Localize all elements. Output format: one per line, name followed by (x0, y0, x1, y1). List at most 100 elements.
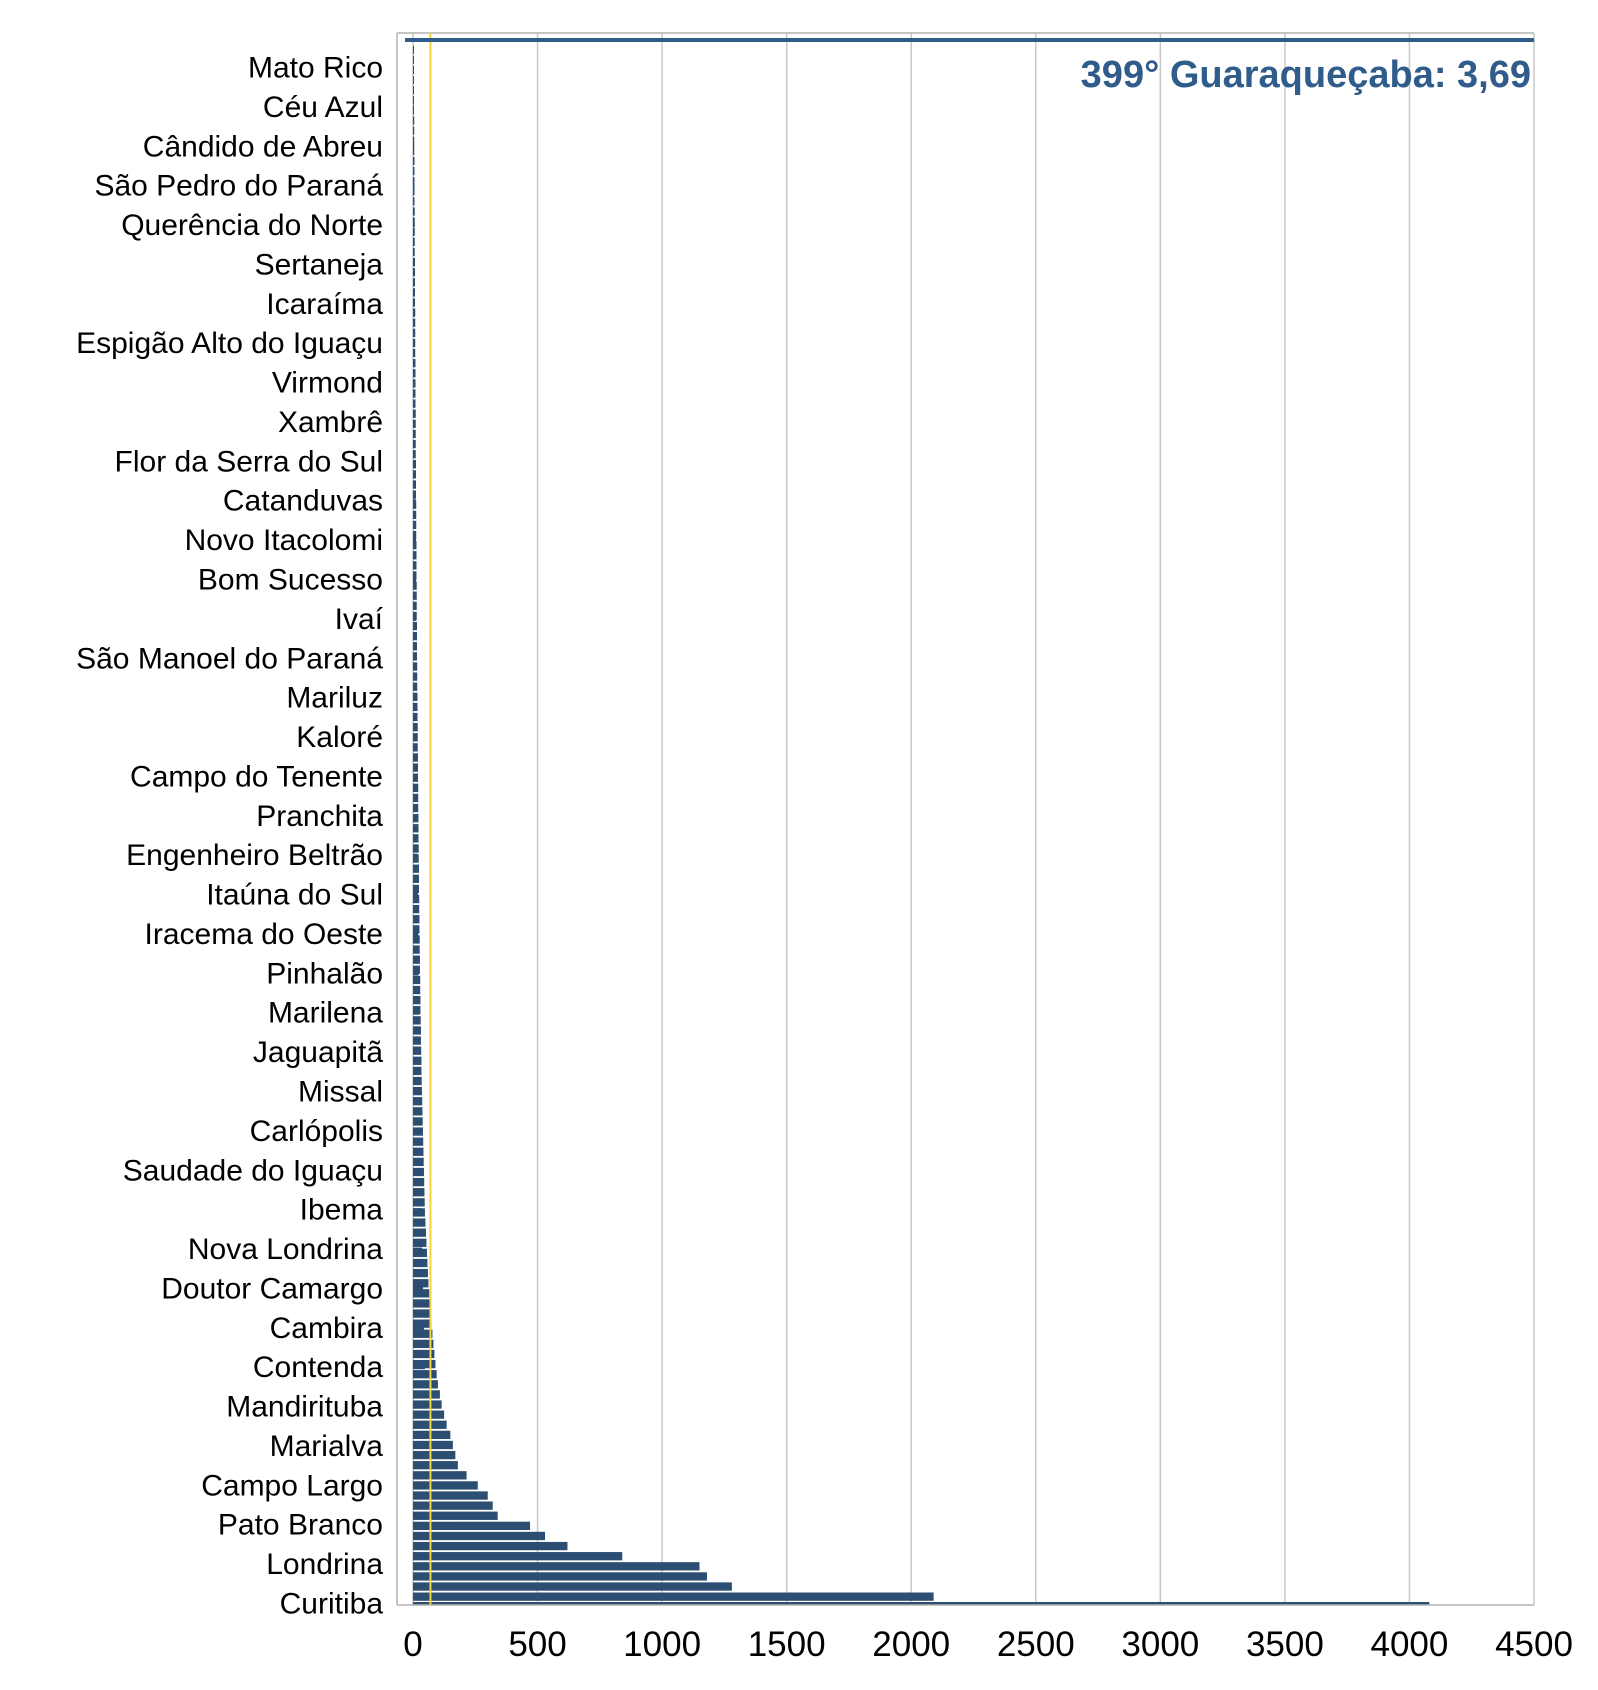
background-bar-132 (413, 1380, 438, 1389)
background-bar-41 (413, 460, 416, 469)
background-bar-150 (413, 1562, 700, 1571)
background-bar-40 (413, 450, 416, 459)
background-bar-51 (413, 561, 417, 570)
background-bar-122 (413, 1279, 429, 1288)
bar-7 (413, 341, 415, 346)
background-bar-147 (413, 1531, 546, 1541)
category-label-11: Catanduvas (223, 485, 383, 518)
bar-38 (413, 1562, 496, 1567)
background-bar-62 (413, 672, 418, 681)
background-bar-149 (413, 1552, 623, 1561)
category-label-33: Contenda (253, 1351, 383, 1384)
x-tick-label-9: 4500 (1495, 1625, 1573, 1664)
category-label-16: Mariluz (286, 682, 383, 715)
x-tick-label-0: 0 (403, 1625, 422, 1664)
category-labels: Mato Rico Céu Azul Cândido de Abreu São Ped… (76, 52, 384, 1621)
background-bar-109 (413, 1147, 424, 1156)
background-bar-5 (413, 96, 414, 105)
background-bar-74 (413, 793, 419, 803)
background-bar-82 (413, 874, 419, 883)
category-label-7: Espigão Alto do Iguaçu (76, 327, 383, 360)
background-bar-65 (413, 702, 418, 712)
background-bar-6 (413, 106, 414, 115)
background-bar-13 (413, 177, 415, 186)
category-label-34: Mandirituba (226, 1391, 383, 1424)
bar-3 (413, 184, 415, 188)
gridlines (412, 33, 1535, 1605)
background-bar-139 (413, 1450, 456, 1460)
background-bar-131 (413, 1370, 437, 1379)
bar-8 (413, 381, 416, 385)
category-label-29: Ibema (300, 1194, 384, 1227)
bar-18 (413, 774, 418, 779)
bars (413, 66, 1430, 1606)
category-label-9: Xambrê (278, 406, 383, 439)
background-bar-77 (413, 824, 419, 833)
category-label-35: Marialva (270, 1430, 384, 1463)
background-bar-15 (413, 197, 415, 206)
background-bar-52 (413, 571, 417, 580)
background-bar-26 (413, 308, 416, 317)
category-label-2: Cândido de Abreu (143, 130, 383, 163)
axes (396, 32, 1534, 1606)
x-tick-labels: 0 500 1000 1500 2000 2500 3000 3500 4000 4500 (403, 1625, 1573, 1664)
bar-12 (413, 538, 416, 543)
background-bar-151 (413, 1572, 707, 1581)
background-bar-86 (413, 915, 420, 924)
bar-10 (413, 459, 416, 464)
background-bar-60 (413, 652, 417, 661)
background-bar-36 (413, 409, 416, 418)
background-bar-79 (413, 844, 419, 853)
background-bar-78 (413, 834, 419, 843)
category-label-4: Querência do Norte (121, 209, 383, 242)
background-bar-49 (413, 541, 417, 550)
background-bar-53 (413, 581, 417, 590)
bar-24 (413, 1011, 419, 1015)
background-bar-94 (413, 995, 421, 1005)
background-bar-144 (413, 1501, 493, 1510)
background-bar-20 (413, 247, 415, 257)
background-bar-54 (413, 591, 417, 600)
background-bar-55 (413, 601, 417, 610)
background-bar-47 (413, 520, 417, 530)
background-bar-133 (413, 1390, 440, 1399)
bar-30 (413, 1247, 423, 1252)
background-bar-28 (413, 328, 416, 338)
background-bar-24 (413, 288, 415, 297)
background-bar-12 (413, 166, 415, 176)
category-label-30: Nova Londrina (188, 1233, 383, 1266)
x-tick-label-6: 3000 (1121, 1625, 1199, 1664)
category-label-13: Bom Sucesso (198, 564, 383, 597)
background-bar-57 (413, 621, 417, 631)
category-label-28: Saudade do Iguaçu (123, 1154, 383, 1187)
category-label-6: Icaraíma (266, 288, 383, 321)
x-tick-label-3: 1500 (748, 1625, 826, 1664)
background-bar-114 (413, 1198, 425, 1207)
background-bar-46 (413, 510, 417, 519)
category-label-31: Doutor Camargo (161, 1272, 383, 1305)
bar-13 (413, 578, 416, 582)
background-bar-118 (413, 1238, 427, 1247)
background-bar-142 (413, 1481, 478, 1490)
background-bar-101 (413, 1066, 422, 1076)
x-tick-label-2: 1000 (623, 1625, 701, 1664)
background-bar-143 (413, 1491, 488, 1500)
background-bar-112 (413, 1177, 425, 1187)
background-bar-59 (413, 642, 417, 651)
bar-25 (413, 1050, 420, 1055)
background-bar-137 (413, 1430, 451, 1440)
highlight-group (405, 38, 1534, 42)
background-bar-129 (413, 1349, 435, 1359)
background-bar-73 (413, 783, 419, 792)
category-label-36: Campo Largo (201, 1469, 383, 1502)
background-bar-56 (413, 611, 417, 621)
x-tick-label-7: 3500 (1246, 1625, 1324, 1664)
category-label-38: Londrina (266, 1548, 383, 1581)
bar-9 (413, 420, 416, 424)
background-bar-9 (413, 136, 415, 145)
background-bar-140 (413, 1461, 458, 1470)
background-bar-87 (413, 925, 420, 934)
background-bar-96 (413, 1016, 421, 1025)
bar-22 (413, 932, 419, 936)
background-bar-3 (413, 75, 414, 85)
